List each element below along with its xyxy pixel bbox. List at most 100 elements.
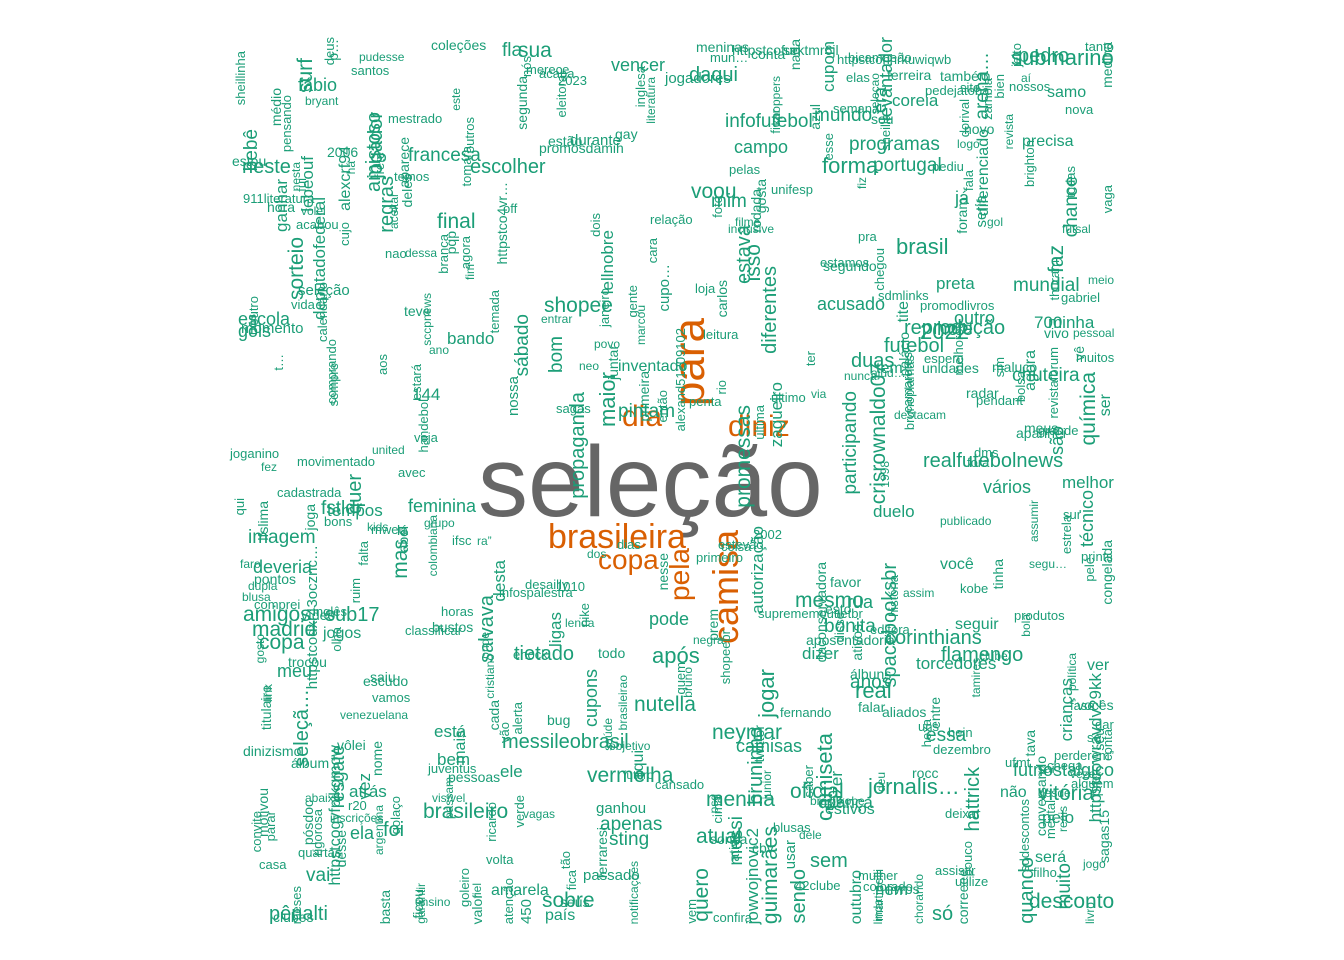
cloud-word: só: [932, 903, 954, 925]
cloud-word: camarotes: [900, 352, 915, 413]
cloud-word: 700: [1034, 313, 1063, 332]
cloud-word: hoje: [937, 319, 973, 340]
cloud-word: nossa: [505, 376, 522, 417]
cloud-word: classificar: [405, 623, 463, 638]
cloud-word: shopee: [544, 294, 613, 317]
cloud-word: mestrado: [388, 111, 443, 126]
cloud-word: meio: [1088, 273, 1115, 287]
cloud-word: saiu: [370, 669, 396, 685]
cloud-word: criança: [818, 793, 873, 812]
cloud-word: dele: [799, 828, 822, 842]
cloud-word: pudesse: [359, 50, 405, 64]
cloud-word: avec: [398, 465, 426, 480]
cloud-word: escolher: [470, 156, 546, 178]
cloud-word: convite: [249, 811, 264, 853]
cloud-word: cbv: [752, 840, 774, 856]
cloud-word: semana: [833, 101, 880, 116]
cloud-word: quem: [673, 662, 688, 695]
cloud-word: pelé: [1082, 557, 1097, 582]
cloud-word: united: [372, 443, 405, 457]
cloud-word: bryant: [305, 94, 339, 108]
cloud-word: cristiano: [483, 654, 497, 699]
cloud-word: azul: [807, 104, 823, 130]
cloud-word: bustos: [432, 619, 474, 635]
cloud-word: conta: [751, 46, 786, 62]
cloud-word: ufmt: [1005, 755, 1031, 770]
cloud-word: 2006: [327, 144, 359, 160]
cloud-word: bem: [437, 750, 471, 769]
cloud-word: dia: [622, 400, 663, 433]
cloud-word: estrela: [1059, 515, 1074, 555]
cloud-word: gosto: [253, 634, 267, 664]
cloud-word: r20: [348, 798, 367, 813]
cloud-word: mundo: [814, 105, 873, 126]
cloud-word: aparece: [396, 137, 412, 188]
cloud-word: bug: [547, 712, 571, 728]
cloud-word: titulaire: [258, 685, 274, 731]
cloud-word: vão: [497, 722, 512, 743]
cloud-word: sub17: [325, 604, 380, 626]
cloud-word: basta: [377, 890, 393, 925]
cloud-word: fez: [261, 460, 278, 474]
cloud-word: promodlivros: [920, 298, 995, 313]
cloud-word: ela: [350, 823, 375, 843]
cloud-word: sem: [810, 850, 848, 872]
cloud-word: primeiro: [696, 550, 743, 565]
cloud-word: bolsa: [1013, 371, 1028, 403]
cloud-word: lfslima: [255, 501, 271, 541]
cloud-word: final: [437, 210, 476, 233]
cloud-word: duelo: [873, 502, 915, 521]
cloud-word: 144: [412, 385, 441, 404]
cloud-word: todo: [598, 645, 626, 661]
cloud-word: sddescontos: [1017, 799, 1032, 872]
cloud-word: volta: [486, 852, 514, 867]
cloud-word: samo: [1047, 84, 1087, 101]
cloud-word: reais: [1056, 806, 1070, 833]
cloud-word: última: [752, 405, 767, 440]
cloud-word: faro: [240, 557, 261, 571]
cloud-word: eleitoral: [554, 72, 569, 118]
cloud-word: já: [955, 188, 970, 208]
cloud-word: nunca: [844, 369, 877, 383]
cloud-word: vida: [291, 297, 315, 312]
cloud-word: acaba: [539, 66, 575, 81]
cloud-word: 2023: [558, 73, 587, 88]
cloud-word: dizer: [802, 644, 839, 663]
cloud-word: fica: [564, 870, 579, 891]
cloud-word: não: [1000, 784, 1027, 801]
cloud-word: nova: [1065, 102, 1094, 117]
cloud-word: publicado: [940, 514, 992, 528]
cloud-word: sonsa: [710, 831, 748, 847]
cloud-word: então: [655, 390, 670, 423]
cloud-word: nome: [369, 741, 385, 777]
cloud-word: infofutebol: [725, 111, 813, 132]
cloud-word: apanhei: [1016, 425, 1066, 441]
cloud-word: apenas: [600, 814, 663, 835]
cloud-word: uns: [918, 719, 939, 734]
cloud-word: off: [503, 201, 518, 216]
cloud-word: nem: [875, 880, 909, 899]
cloud-word: muitos: [1076, 350, 1115, 365]
cloud-word: produtos: [1014, 608, 1065, 623]
cloud-word: copa: [598, 544, 659, 575]
cloud-word: merece: [526, 62, 570, 77]
cloud-word: t…: [271, 354, 286, 371]
cloud-word: aposentadoria: [806, 632, 895, 648]
cloud-word: alguém: [1071, 776, 1114, 791]
cloud-word: aos: [375, 354, 390, 375]
cloud-word: fernando: [780, 705, 832, 720]
cloud-word: esto: [825, 601, 852, 617]
cloud-word: pedro: [1018, 45, 1070, 67]
cloud-word: nesse: [655, 553, 671, 591]
cloud-word: ferreira: [887, 67, 932, 83]
cloud-word: neo: [579, 359, 600, 373]
cloud-word: diniz: [728, 410, 790, 443]
cloud-word: brasileira: [548, 518, 686, 556]
cloud-word: amarela: [491, 882, 549, 899]
cloud-word: campo: [734, 137, 789, 157]
cloud-word: atenção: [501, 878, 516, 925]
cloud-word: rocc: [912, 765, 939, 781]
cloud-word: clubes: [273, 909, 314, 925]
cloud-word: volei: [301, 204, 326, 218]
